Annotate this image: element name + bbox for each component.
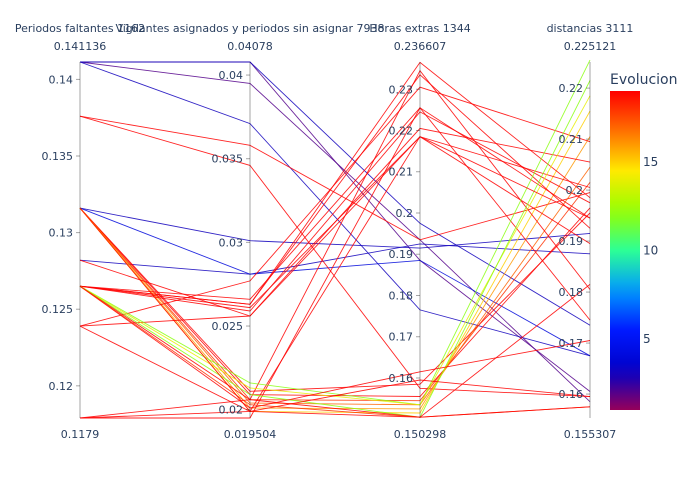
axis: Periodos faltantes 1162 0.141136 0.1179 0.1… — [15, 22, 145, 441]
data-polyline — [79, 95, 591, 406]
axis-range-min: 0.150298 — [394, 428, 447, 441]
axis: Vigilantes asignados y periodos sin asig… — [115, 22, 384, 441]
axis-tick-label: 0.12 — [49, 380, 74, 393]
data-polyline — [79, 74, 591, 305]
polylines-layer — [79, 59, 591, 419]
data-polyline — [79, 136, 591, 317]
axis-range-max: 0.225121 — [564, 40, 617, 53]
axis-tick-label: 0.21 — [559, 133, 584, 146]
axis: Horas extras 1344 0.236607 0.150298 0.16 0.1… — [369, 22, 470, 441]
data-polyline — [79, 284, 591, 418]
data-polyline — [79, 61, 591, 403]
data-polyline — [79, 207, 591, 392]
data-polyline — [80, 106, 591, 419]
axis-tick-label: 0.22 — [389, 124, 414, 137]
axis-tick-label: 0.18 — [559, 286, 584, 299]
axis-tick-label: 0.16 — [389, 372, 414, 385]
data-polyline — [79, 207, 591, 249]
colorbar-tick-label: 15 — [643, 155, 658, 169]
data-polyline — [79, 61, 591, 357]
axes-layer: Periodos faltantes 1162 0.141136 0.1179 0.1… — [15, 22, 634, 441]
axis-tick-label: 0.025 — [212, 320, 244, 333]
colorbar-title: Evolucion — [610, 72, 677, 88]
axis-range-min: 0.1179 — [61, 428, 100, 441]
data-polyline — [79, 115, 591, 398]
axis-range-min: 0.019504 — [224, 428, 277, 441]
axis-range-max: 0.141136 — [54, 40, 107, 53]
colorbar-tick-label: 5 — [643, 332, 651, 346]
data-polyline — [79, 136, 591, 419]
axis-tick-label: 0.135 — [42, 150, 74, 163]
data-polyline — [79, 107, 591, 300]
axis-tick-label: 0.19 — [389, 248, 414, 261]
colorbar-tick-label: 10 — [643, 244, 658, 258]
data-polyline — [79, 166, 591, 406]
colorbar: Evolucion 5 10 15 — [610, 72, 677, 410]
axis-tick-label: 0.17 — [559, 337, 584, 350]
axis-tick-label: 0.13 — [49, 227, 74, 240]
axis-tick-label: 0.19 — [559, 235, 584, 248]
axis-tick-label: 0.04 — [219, 69, 244, 82]
data-polyline — [79, 86, 591, 327]
axis-tick-label: 0.23 — [389, 83, 414, 96]
axis-title: Vigilantes asignados y periodos sin asig… — [115, 22, 384, 35]
axis-range-max: 0.04078 — [227, 40, 273, 53]
data-polyline — [79, 285, 591, 409]
data-polyline — [79, 207, 591, 418]
axis-title: Periodos faltantes 1162 — [15, 22, 145, 35]
data-polyline — [79, 115, 591, 241]
axis-tick-label: 0.14 — [49, 73, 74, 86]
axis-tick-label: 0.02 — [219, 404, 244, 417]
data-polyline — [79, 80, 591, 418]
axis-tick-label: 0.2 — [396, 207, 414, 220]
axis-title: Horas extras 1344 — [369, 22, 470, 35]
axis: distancias 3111 0.225121 0.155307 0.16 0.17 0… — [547, 22, 634, 441]
axis-range-min: 0.155307 — [564, 428, 617, 441]
data-polyline — [79, 59, 591, 406]
data-polyline — [79, 207, 591, 357]
axis-tick-label: 0.22 — [559, 82, 584, 95]
data-polyline — [79, 69, 591, 419]
axis-tick-label: 0.17 — [389, 331, 414, 344]
axis-tick-label: 0.21 — [389, 166, 414, 179]
data-polyline — [79, 325, 591, 412]
data-polyline — [79, 136, 591, 410]
axis-tick-label: 0.03 — [219, 236, 244, 249]
data-polyline — [79, 207, 591, 397]
data-polyline — [79, 127, 591, 327]
data-polyline — [80, 61, 591, 326]
axis-range-max: 0.236607 — [394, 40, 447, 53]
axis-tick-label: 0.16 — [559, 388, 584, 401]
axis-tick-label: 0.2 — [566, 184, 584, 197]
axis-tick-label: 0.035 — [212, 153, 244, 166]
colorbar-gradient — [610, 91, 640, 410]
data-polyline — [79, 111, 591, 312]
axis-title: distancias 3111 — [547, 22, 634, 35]
axis-tick-label: 0.18 — [389, 289, 414, 302]
axis-tick-label: 0.125 — [42, 303, 74, 316]
data-polyline — [79, 61, 591, 305]
